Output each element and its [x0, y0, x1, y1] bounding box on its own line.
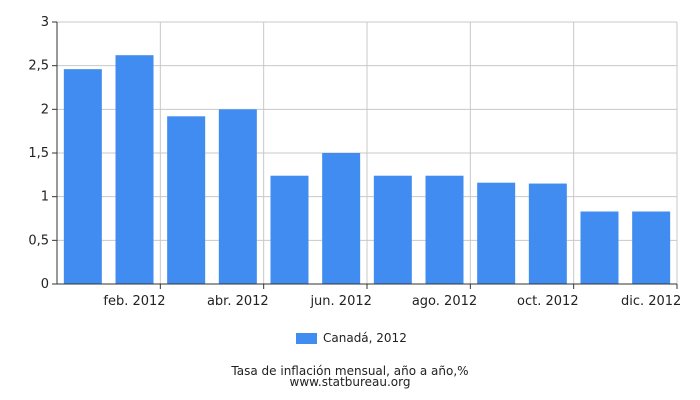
bar — [218, 109, 257, 284]
x-tick-label: abr. 2012 — [207, 294, 269, 309]
y-tick-label: 2,5 — [28, 59, 49, 74]
y-tick-label: 2 — [41, 102, 49, 117]
y-tick-label: 0,5 — [28, 233, 49, 248]
x-tick-label: feb. 2012 — [103, 294, 165, 309]
bar — [115, 55, 154, 284]
bar — [322, 153, 361, 284]
y-tick-label: 0 — [41, 277, 49, 292]
bar — [528, 183, 567, 284]
legend-swatch — [296, 332, 317, 344]
chart-title: Tasa de inflación mensual, año a año,% — [231, 364, 469, 378]
x-tick-label: ago. 2012 — [412, 294, 477, 309]
bar — [425, 175, 464, 284]
x-tick-label: dic. 2012 — [621, 294, 681, 309]
x-tick-label: oct. 2012 — [517, 294, 579, 309]
bar — [580, 211, 619, 284]
bar — [270, 175, 309, 284]
bar — [477, 182, 516, 284]
y-tick-label: 3 — [41, 15, 49, 30]
bar — [632, 211, 671, 284]
source-link[interactable]: www.statbureau.org — [289, 375, 411, 389]
legend-label: Canadá, 2012 — [323, 331, 407, 345]
y-tick-label: 1 — [41, 190, 49, 205]
bar — [63, 69, 102, 284]
legend: Canadá, 2012 — [296, 331, 407, 345]
x-tick-label: jun. 2012 — [309, 294, 371, 309]
bar — [167, 116, 206, 284]
bar — [373, 175, 412, 284]
y-tick-label: 1,5 — [28, 146, 49, 161]
